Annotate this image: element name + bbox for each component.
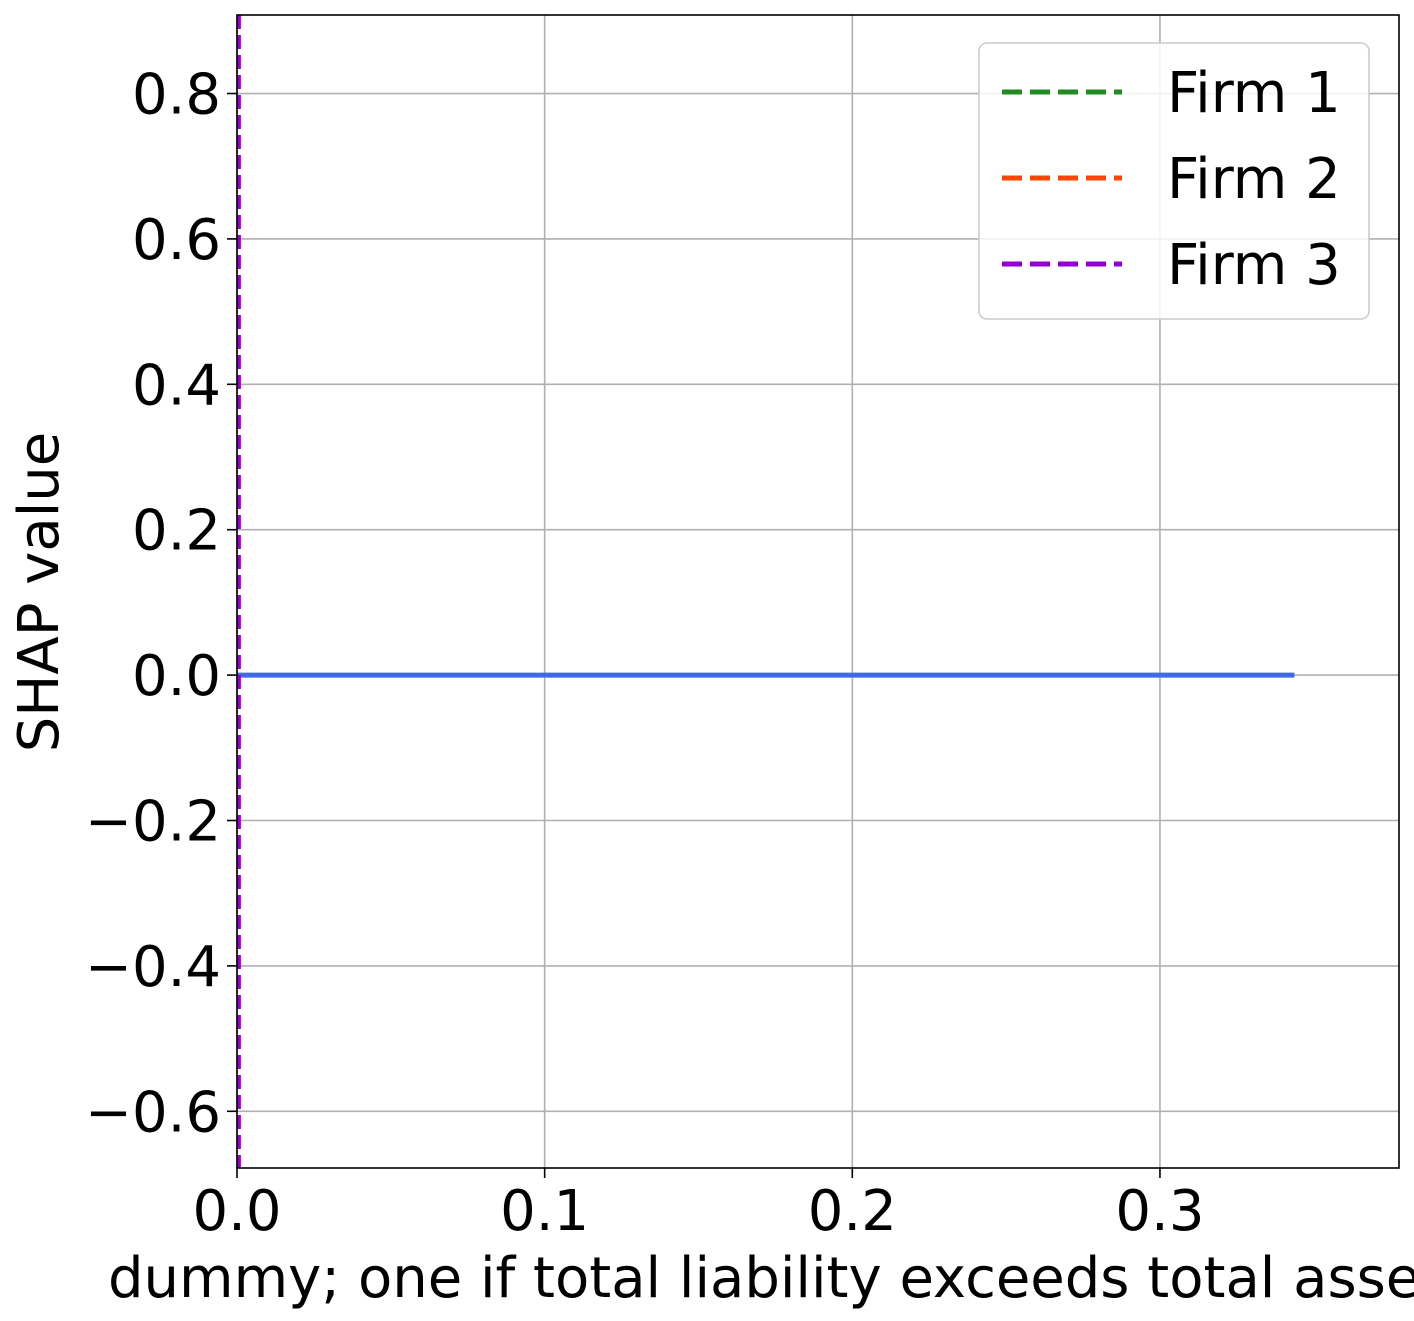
y-tick-label: 0.4 (132, 353, 221, 418)
y-tick-label: −0.2 (85, 790, 221, 855)
legend-label: Firm 3 (1167, 233, 1341, 298)
y-tick-label: −0.4 (85, 935, 221, 1000)
legend-label: Firm 1 (1167, 61, 1341, 126)
y-tick-label: −0.6 (85, 1080, 221, 1145)
x-tick-label: 0.3 (1115, 1179, 1204, 1244)
y-tick-label: 0.2 (132, 499, 221, 564)
y-tick-label: 0.0 (132, 644, 221, 709)
y-axis-ticks: −0.6 −0.4 −0.2 0.0 0.2 0.4 0.6 0.8 (85, 63, 237, 1145)
plot-frame (236, 14, 1400, 1169)
legend-label: Firm 2 (1167, 147, 1341, 212)
y-axis-label: SHAP value (7, 432, 72, 753)
y-tick-label: 0.8 (132, 63, 221, 128)
x-axis-label: dummy; one if total liability exceeds to… (108, 1246, 1414, 1311)
x-tick-label: 0.1 (500, 1179, 589, 1244)
legend: Firm 1 Firm 2 Firm 3 (978, 42, 1370, 320)
x-axis-ticks: 0.0 0.1 0.2 0.3 (192, 1168, 1204, 1244)
x-tick-label: 0.2 (808, 1179, 897, 1244)
x-tick-label: 0.0 (192, 1179, 281, 1244)
legend-box (978, 42, 1370, 320)
y-tick-label: 0.6 (132, 208, 221, 273)
